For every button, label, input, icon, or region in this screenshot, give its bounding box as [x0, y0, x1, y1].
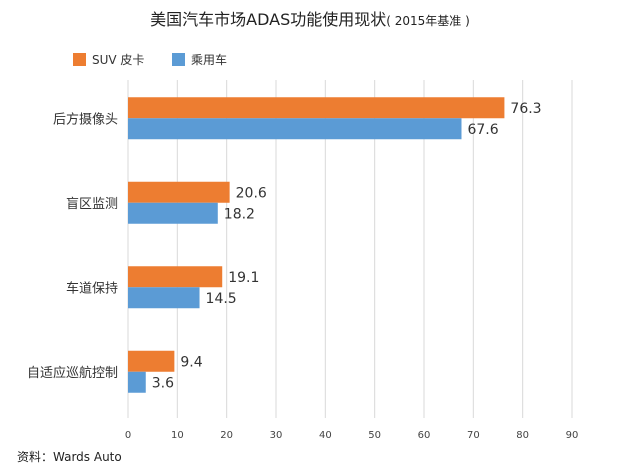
x-tick-label-50: 50 — [368, 430, 381, 441]
x-tick-label-0: 0 — [125, 430, 131, 441]
chart-subtitle: ( 2015年基准 ) — [386, 14, 470, 28]
x-tick-label-90: 90 — [566, 430, 579, 441]
bar-series-1-category-0 — [128, 97, 505, 119]
data-label-series-1-category-3: 9.4 — [180, 354, 202, 370]
category-label-1: 盲区监测 — [66, 196, 118, 212]
data-label-series-1-category-2: 19.1 — [228, 270, 259, 286]
legend-label-series-2: 乘用车 — [191, 53, 228, 67]
source-note: 资料：Wards Auto — [17, 450, 122, 464]
data-label-series-2-category-0: 67.6 — [467, 122, 498, 138]
category-label-3: 自适应巡航控制 — [27, 365, 118, 381]
legend-label-series-1: SUV 皮卡 — [92, 53, 145, 67]
legend-item-series-2: 乘用车 — [172, 51, 227, 68]
x-tick-label-70: 70 — [467, 430, 480, 441]
chart-title-main: 美国汽车市场ADAS功能使用现状 — [150, 10, 387, 29]
bar-series-2-category-1 — [128, 202, 218, 224]
chart-title: 美国汽车市场ADAS功能使用现状( 2015年基准 ) — [0, 6, 620, 30]
bar-series-1-category-2 — [128, 266, 223, 288]
bar-series-1-category-1 — [128, 181, 230, 203]
data-label-series-2-category-2: 14.5 — [206, 291, 237, 307]
legend-swatch-series-2 — [172, 53, 185, 66]
bar-series-1-category-3 — [128, 350, 175, 372]
data-label-series-2-category-1: 18.2 — [224, 206, 255, 222]
category-label-0: 后方摄像头 — [53, 111, 118, 127]
legend-swatch-series-1 — [73, 53, 86, 66]
data-label-series-1-category-1: 20.6 — [236, 185, 267, 201]
category-label-2: 车道保持 — [66, 280, 118, 296]
bar-series-2-category-2 — [128, 287, 200, 309]
x-tick-label-40: 40 — [319, 430, 332, 441]
bar-series-2-category-3 — [128, 371, 146, 393]
legend-item-series-1: SUV 皮卡 — [73, 51, 144, 68]
x-tick-label-10: 10 — [171, 430, 184, 441]
data-label-series-2-category-3: 3.6 — [152, 375, 174, 391]
x-tick-label-60: 60 — [418, 430, 431, 441]
data-label-series-1-category-0: 76.3 — [510, 101, 541, 117]
bar-series-2-category-0 — [128, 118, 462, 140]
x-tick-label-20: 20 — [220, 430, 233, 441]
x-tick-label-80: 80 — [516, 430, 529, 441]
x-tick-label-30: 30 — [270, 430, 283, 441]
